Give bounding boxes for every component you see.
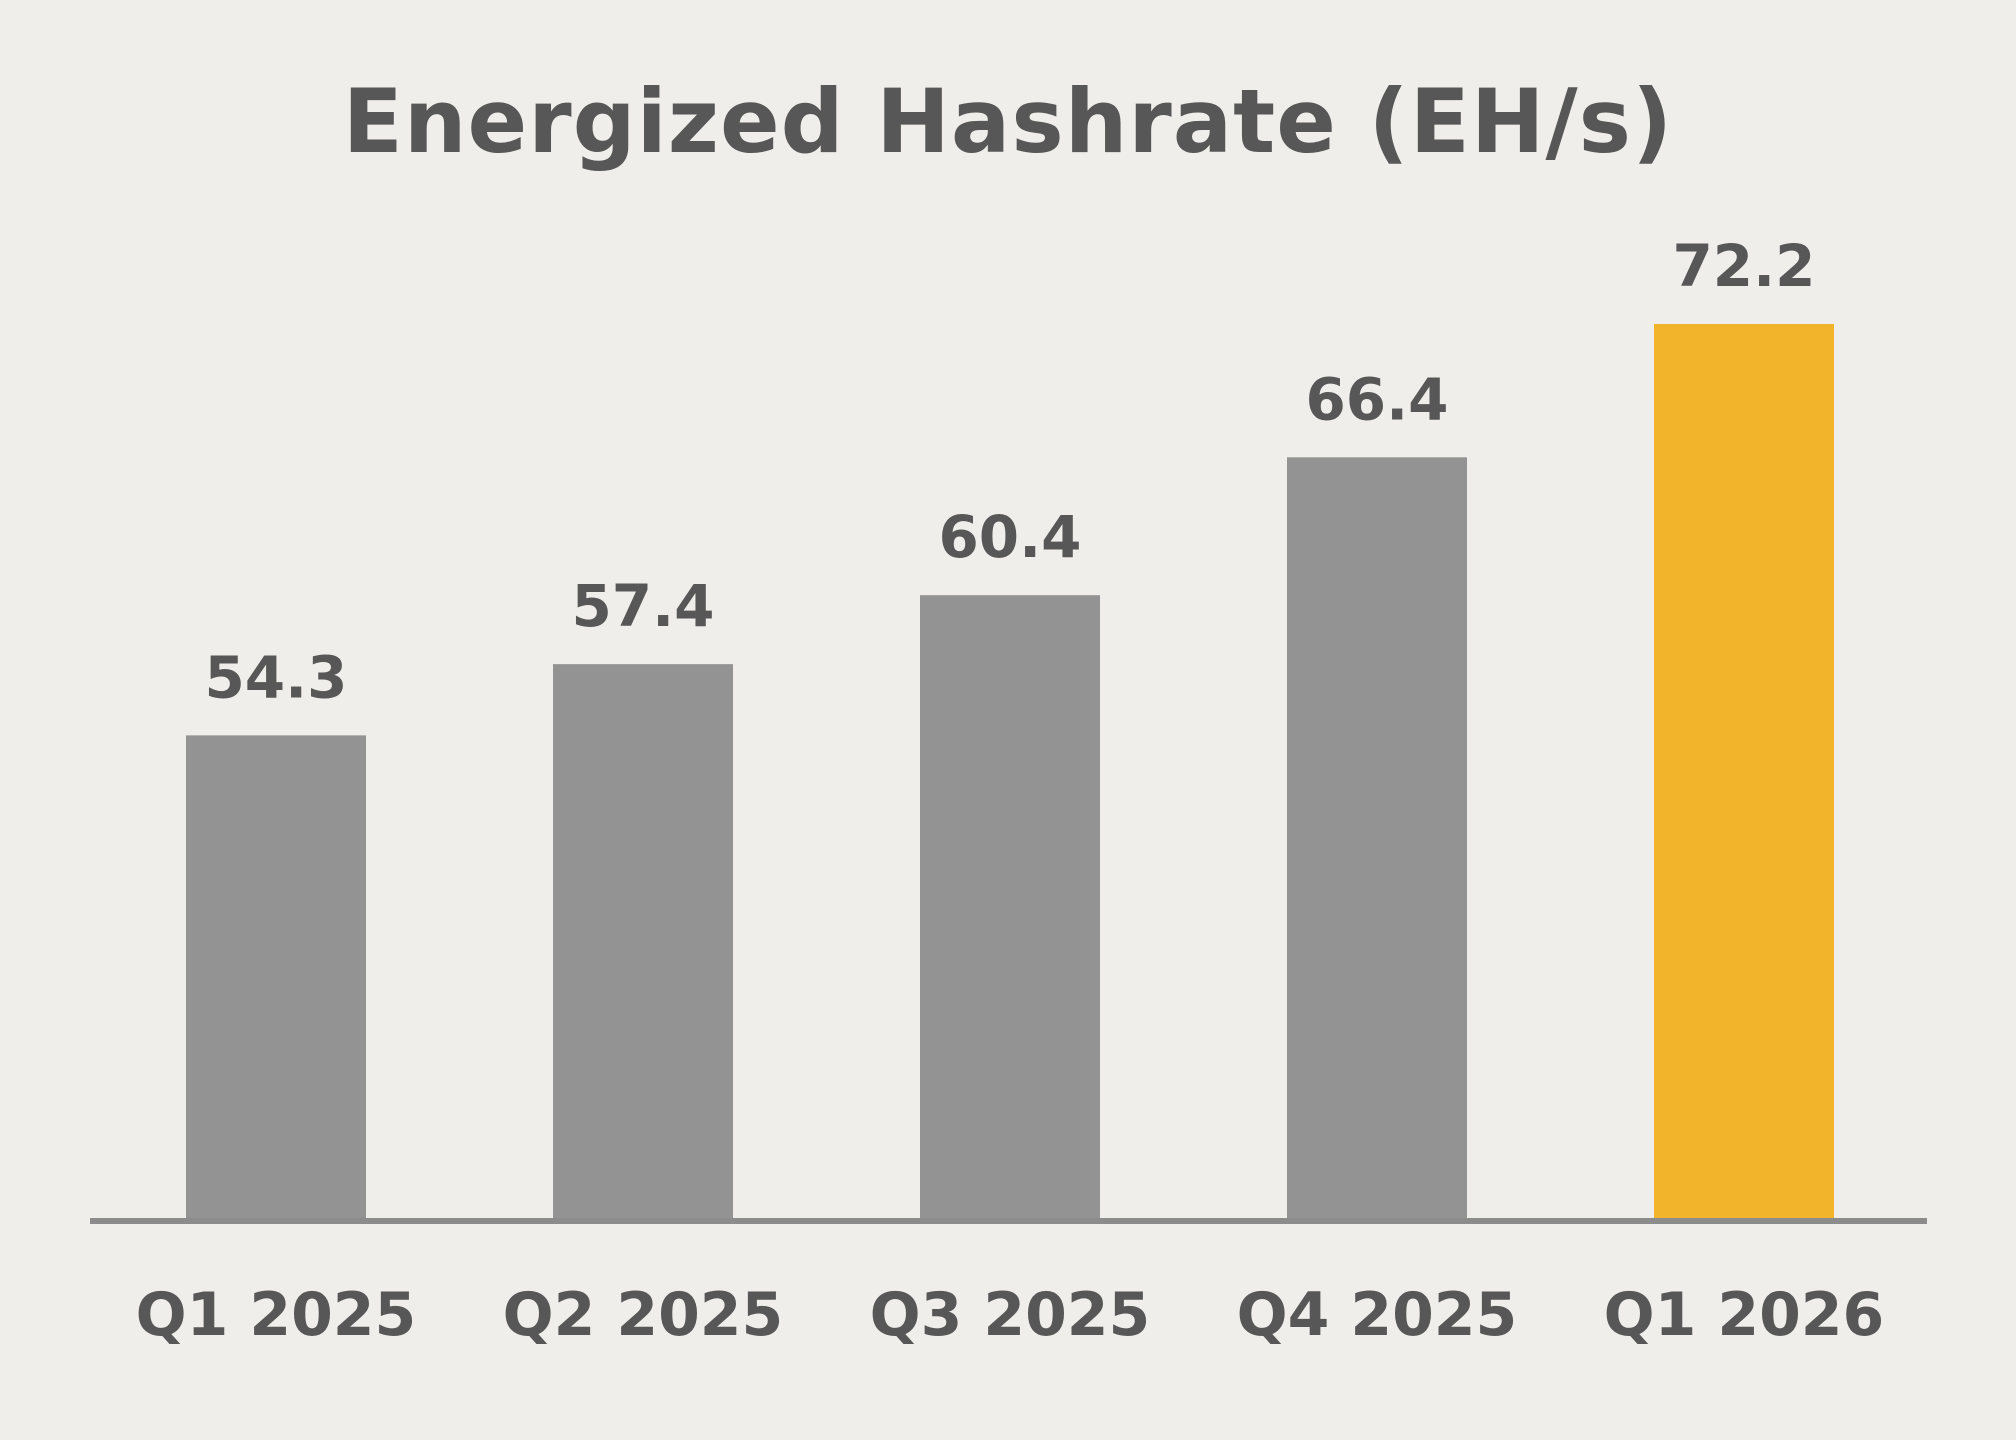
x-tick-label-q2-2025: Q2 2025 bbox=[503, 1280, 784, 1350]
value-label-q1-2025: 54.3 bbox=[204, 643, 347, 711]
bar-q2-2025 bbox=[553, 664, 733, 1218]
x-tick-label-q1-2025: Q1 2025 bbox=[136, 1280, 417, 1350]
bar-q3-2025 bbox=[920, 595, 1100, 1218]
bar-q1-2026 bbox=[1654, 324, 1834, 1218]
bar-q4-2025 bbox=[1287, 457, 1467, 1218]
value-label-q3-2025: 60.4 bbox=[938, 503, 1081, 571]
x-tick-label-q3-2025: Q3 2025 bbox=[870, 1280, 1151, 1350]
value-label-q1-2026: 72.2 bbox=[1672, 232, 1815, 300]
value-label-q2-2025: 57.4 bbox=[571, 572, 714, 640]
chart-title: Energized Hashrate (EH/s) bbox=[342, 70, 1674, 173]
value-label-q4-2025: 66.4 bbox=[1305, 365, 1448, 433]
x-tick-label-q1-2026: Q1 2026 bbox=[1604, 1280, 1885, 1350]
x-tick-label-q4-2025: Q4 2025 bbox=[1237, 1280, 1518, 1350]
bar-q1-2025 bbox=[186, 735, 366, 1218]
